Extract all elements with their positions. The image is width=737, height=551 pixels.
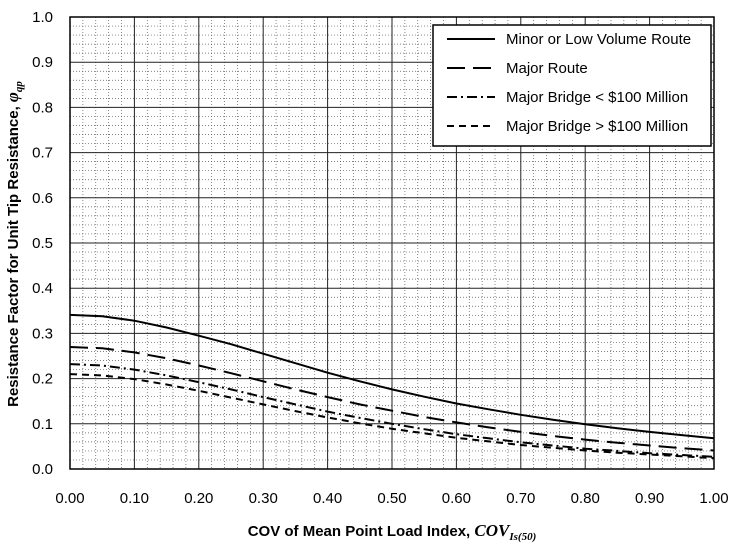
y-axis-label: Resistance Factor for Unit Tip Resistanc…: [3, 81, 25, 407]
y-tick-label: 0.5: [32, 235, 53, 252]
x-tick-label: 0.10: [120, 490, 149, 507]
series-line-4: [69, 373, 715, 460]
series-lines: [69, 313, 715, 460]
y-tick-label: 0.2: [32, 371, 53, 388]
series-line-3: [69, 363, 715, 458]
y-tick-label: 0.6: [32, 190, 53, 207]
x-axis-label-prefix: COV of Mean Point Load Index,: [248, 523, 475, 540]
x-axis-label-subscript: Is(50): [508, 531, 536, 543]
x-tick-label: 1.00: [699, 490, 728, 507]
x-tick-label: 0.80: [571, 490, 600, 507]
legend-box: [432, 24, 712, 147]
y-tick-label: 1.0: [32, 9, 53, 26]
x-tick-label: 0.90: [635, 490, 664, 507]
x-tick-label: 0.00: [55, 490, 84, 507]
x-tick-label: 0.60: [442, 490, 471, 507]
legend-label-1: Minor or Low Volume Route: [506, 31, 691, 48]
y-tick-label: 0.3: [32, 325, 53, 342]
y-tick-label: 0.4: [32, 280, 53, 297]
x-tick-label: 0.50: [377, 490, 406, 507]
x-tick-label: 0.40: [313, 490, 342, 507]
y-tick-label: 0.9: [32, 54, 53, 71]
legend-label-2: Major Route: [506, 60, 588, 77]
y-tick-label: 0.1: [32, 416, 53, 433]
y-tick-label: 0.7: [32, 145, 53, 162]
plot-frame: [69, 16, 715, 470]
legend-label-3: Major Bridge < $100 Million: [506, 89, 688, 106]
y-axis-label-prefix: Resistance Factor for Unit Tip Resistanc…: [5, 102, 22, 407]
x-axis-label-symbol: COV: [474, 521, 511, 540]
y-tick-label: 0.8: [32, 99, 53, 116]
series-line-2: [69, 346, 715, 452]
y-axis-label-subscript: qp: [13, 81, 25, 93]
x-tick-labels: 0.00 0.10 0.20 0.30 0.40 0.50 0.60 0.70 0.80 0.90…: [55, 490, 728, 507]
x-tick-label: 0.30: [249, 490, 278, 507]
x-axis-label: COV of Mean Point Load Index, COVIs(50): [248, 521, 537, 543]
y-axis-label-symbol: φ: [3, 92, 22, 102]
y-tick-label: 0.0: [32, 461, 53, 478]
x-tick-label: 0.70: [506, 490, 535, 507]
y-tick-labels: 0.0 0.1 0.2 0.3 0.4 0.5 0.6 0.7 0.8 0.9 1.0: [32, 9, 53, 478]
legend: Minor or Low Volume Route Major Route Majo…: [432, 24, 712, 147]
x-tick-label: 0.20: [184, 490, 213, 507]
series-line-1: [69, 313, 715, 440]
legend-label-4: Major Bridge > $100 Million: [506, 118, 688, 135]
